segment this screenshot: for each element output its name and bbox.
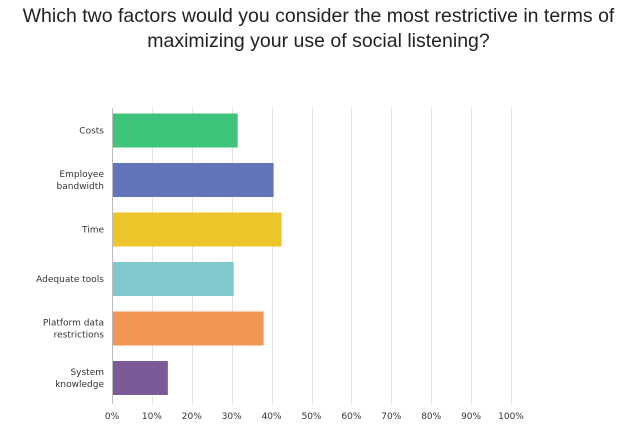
bar [113, 212, 282, 247]
chart-title-line-2: maximizing your use of social listening? [147, 30, 490, 52]
category-label-line: Employee [59, 170, 104, 180]
x-tick-label: 70% [381, 412, 401, 422]
category-label-line: System [70, 368, 104, 378]
x-tick-label: 100% [498, 412, 524, 422]
category-label: Adequate tools [36, 275, 104, 285]
x-tick-labels: 0% 10% 20% 30% 40% 50% 60% 70% 80% 90% 100% [105, 412, 524, 422]
category-label: System knowledge [55, 368, 104, 390]
category-label-line: Adequate tools [36, 275, 104, 285]
category-label-line: Platform data [43, 319, 104, 329]
category-label: Costs [79, 127, 104, 137]
category-label-line: bandwidth [57, 182, 104, 192]
x-tick-label: 10% [142, 412, 162, 422]
category-label-line: knowledge [55, 380, 104, 390]
bar [113, 311, 264, 346]
category-label-line: Costs [79, 127, 104, 137]
bar [113, 262, 234, 296]
x-tick-label: 20% [182, 412, 202, 422]
category-label: Employee bandwidth [57, 170, 105, 192]
x-tick-label: 0% [105, 412, 120, 422]
chart-title-line-1: Which two factors would you consider the… [22, 5, 615, 27]
category-label: Time [81, 226, 104, 236]
x-tick-label: 80% [421, 412, 441, 422]
x-tick-label: 30% [222, 412, 242, 422]
grid-lines [112, 108, 512, 404]
category-label: Platform data restrictions [43, 319, 104, 341]
bar [113, 361, 168, 395]
bar [113, 113, 238, 148]
x-tick-label: 50% [301, 412, 321, 422]
chart-title: Which two factors would you consider the… [0, 4, 637, 54]
category-label-line: restrictions [54, 331, 105, 341]
x-tick-label: 60% [341, 412, 361, 422]
bars [113, 113, 282, 395]
bar [113, 163, 274, 197]
category-labels: Costs Employee bandwidth Time Adequate tools… [36, 127, 104, 391]
x-tick-label: 40% [262, 412, 282, 422]
category-label-line: Time [81, 226, 104, 236]
x-tick-label: 90% [461, 412, 481, 422]
